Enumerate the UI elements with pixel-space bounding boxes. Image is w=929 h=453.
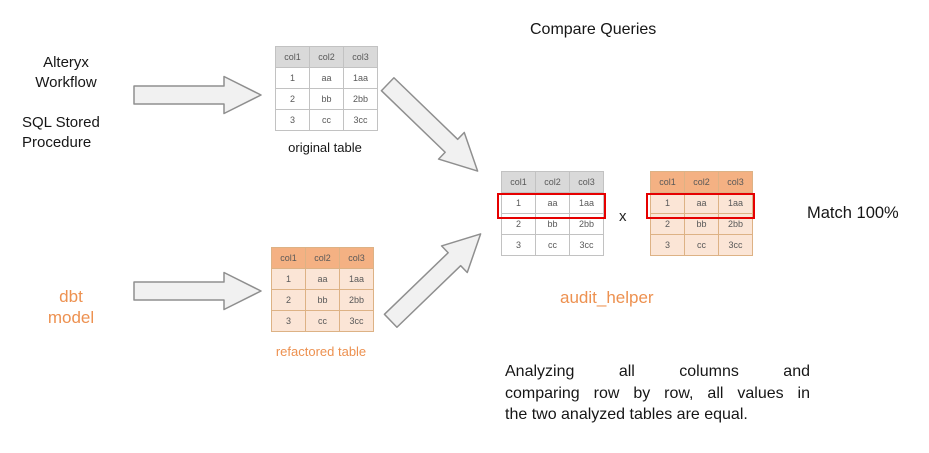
table-cell: 3 bbox=[275, 109, 310, 131]
table-cell: 2bb bbox=[339, 289, 374, 311]
dbt-line2: model bbox=[47, 308, 95, 327]
sql-line1: SQL Stored bbox=[22, 114, 100, 131]
arrow-refactored-to-compare-icon bbox=[376, 218, 496, 336]
table-cell: 2bb bbox=[718, 213, 753, 235]
table-cell: 1aa bbox=[339, 268, 374, 290]
table-cell: 1aa bbox=[343, 67, 378, 89]
compare-left-header-cell: col2 bbox=[535, 171, 570, 193]
table-row: 1 aa 1aa bbox=[271, 268, 374, 290]
table-cell: 1 bbox=[501, 192, 536, 214]
table-cell: 2bb bbox=[343, 88, 378, 110]
table-row: 3 cc 3cc bbox=[650, 234, 753, 256]
table-row: 3 cc 3cc bbox=[275, 109, 378, 131]
table-cell: aa bbox=[684, 192, 719, 214]
table-cell: 3 bbox=[650, 234, 685, 256]
table-cell: aa bbox=[309, 67, 344, 89]
table-cell: cc bbox=[684, 234, 719, 256]
refactored-table-caption: refactored table bbox=[275, 344, 367, 359]
table-cell: bb bbox=[305, 289, 340, 311]
table-cell: 1 bbox=[650, 192, 685, 214]
table-cell: bb bbox=[684, 213, 719, 235]
table-row: 1 aa 1aa bbox=[275, 67, 378, 89]
refactored-table-header-cell: col3 bbox=[339, 247, 374, 269]
page-title: Compare Queries bbox=[530, 21, 657, 38]
table-cell: 1 bbox=[271, 268, 306, 290]
original-table-caption: original table bbox=[288, 140, 362, 155]
table-cell: 1aa bbox=[718, 192, 753, 214]
analysis-line-3: the two analyzed tables are equal. bbox=[505, 406, 748, 423]
compare-operator: x bbox=[619, 208, 627, 225]
arrow-dbt-to-refactored-table-icon bbox=[133, 271, 263, 311]
original-table-header-cell: col1 bbox=[275, 46, 310, 68]
table-cell: 2 bbox=[271, 289, 306, 311]
table-cell: 1aa bbox=[569, 192, 604, 214]
audit-helper-label: audit_helper bbox=[560, 288, 654, 307]
table-cell: 3cc bbox=[718, 234, 753, 256]
compare-left-table: col1 col2 col3 1 aa 1aa 2 bb 2bb 3 cc 3c… bbox=[497, 171, 606, 256]
table-cell: aa bbox=[535, 192, 570, 214]
sql-line2: Procedure bbox=[22, 134, 92, 151]
analysis-paragraph: Analyzing all columns and comparing row … bbox=[505, 361, 810, 426]
alteryx-line2: Workflow bbox=[35, 74, 97, 91]
dbt-line1: dbt bbox=[59, 287, 83, 306]
dbt-model-label: dbt model bbox=[26, 286, 116, 328]
table-row: 1 aa 1aa bbox=[501, 192, 604, 214]
table-row: 3 cc 3cc bbox=[501, 234, 604, 256]
table-cell: 2 bbox=[650, 213, 685, 235]
table-cell: 3 bbox=[501, 234, 536, 256]
original-table: col1 col2 col3 1 aa 1aa 2 bb 2bb 3 cc 3c… bbox=[275, 46, 378, 131]
table-row: 2 bb 2bb bbox=[271, 289, 374, 311]
table-cell: 3cc bbox=[569, 234, 604, 256]
sql-stored-procedure-label: SQL Stored Procedure bbox=[22, 113, 100, 153]
table-cell: 2 bbox=[275, 88, 310, 110]
compare-left-header-cell: col1 bbox=[501, 171, 536, 193]
table-row: 2 bb 2bb bbox=[501, 213, 604, 235]
table-row: 2 bb 2bb bbox=[275, 88, 378, 110]
table-cell: aa bbox=[305, 268, 340, 290]
refactored-table: col1 col2 col3 1 aa 1aa 2 bb 2bb 3 cc 3c… bbox=[271, 247, 374, 332]
original-table-header-cell: col2 bbox=[309, 46, 344, 68]
alteryx-workflow-label: Alteryx Workflow bbox=[16, 53, 116, 93]
arrow-original-to-compare-icon bbox=[373, 69, 493, 187]
table-cell: bb bbox=[535, 213, 570, 235]
match-result-label: Match 100% bbox=[807, 204, 899, 222]
table-cell: 3cc bbox=[343, 109, 378, 131]
compare-right-table: col1 col2 col3 1 aa 1aa 2 bb 2bb 3 cc 3c… bbox=[646, 171, 755, 256]
table-cell: cc bbox=[535, 234, 570, 256]
compare-right-header-cell: col2 bbox=[684, 171, 719, 193]
table-cell: 3cc bbox=[339, 310, 374, 332]
original-table-header-cell: col3 bbox=[343, 46, 378, 68]
table-cell: 2bb bbox=[569, 213, 604, 235]
analysis-line-1: Analyzing all columns and bbox=[505, 363, 810, 380]
table-row: 2 bb 2bb bbox=[650, 213, 753, 235]
compare-right-header-cell: col1 bbox=[650, 171, 685, 193]
table-cell: 1 bbox=[275, 67, 310, 89]
analysis-line-2: comparing row by row, all values in bbox=[505, 384, 810, 402]
alteryx-line1: Alteryx bbox=[43, 54, 89, 71]
table-row: 3 cc 3cc bbox=[271, 310, 374, 332]
table-cell: 3 bbox=[271, 310, 306, 332]
table-cell: cc bbox=[309, 109, 344, 131]
table-cell: bb bbox=[309, 88, 344, 110]
compare-right-header-cell: col3 bbox=[718, 171, 753, 193]
arrow-source-to-original-table-icon bbox=[133, 75, 263, 115]
compare-left-header-cell: col3 bbox=[569, 171, 604, 193]
refactored-table-header-cell: col2 bbox=[305, 247, 340, 269]
table-cell: cc bbox=[305, 310, 340, 332]
table-row: 1 aa 1aa bbox=[650, 192, 753, 214]
refactored-table-header-cell: col1 bbox=[271, 247, 306, 269]
table-cell: 2 bbox=[501, 213, 536, 235]
